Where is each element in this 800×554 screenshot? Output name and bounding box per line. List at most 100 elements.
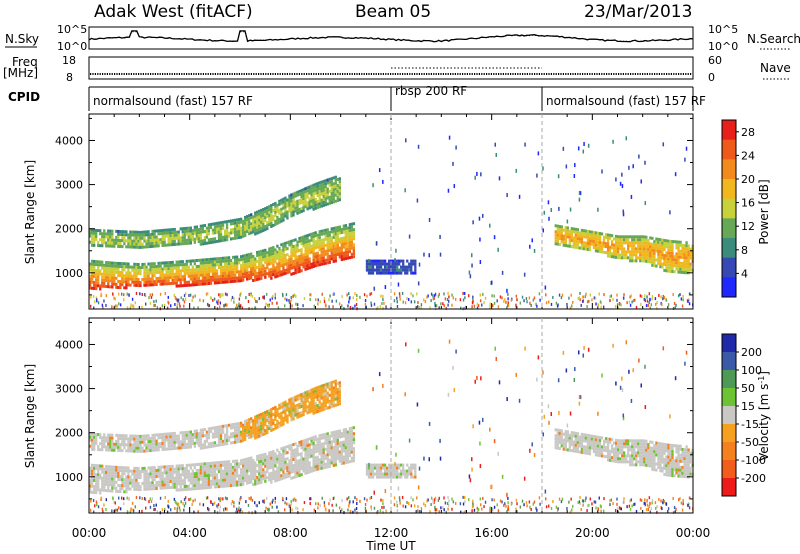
ground-scatter-power — [115, 304, 117, 308]
power-cell-upper_band — [326, 196, 329, 200]
ground-scatter-power — [434, 304, 436, 308]
ground-scatter-power — [251, 294, 254, 298]
ground-scatter-power — [303, 297, 306, 301]
power-cell-upper_band — [334, 175, 337, 179]
velocity-cell-upper_band — [201, 434, 205, 438]
power-cell-upper_band — [262, 225, 265, 229]
velocity-cell-main_band — [338, 432, 341, 436]
power-cell-main_band — [320, 259, 323, 263]
power-cell-main_band — [151, 262, 154, 266]
velocity-cell-upper_band — [304, 394, 307, 398]
power-cell-main_band — [334, 259, 337, 263]
power-cell-evening_band — [629, 235, 632, 239]
velocity-cell-upper_band — [193, 429, 197, 433]
power-cell-main_band — [320, 244, 323, 248]
power-cell-main_band — [157, 279, 160, 283]
power-cell-main_band — [268, 271, 271, 275]
power-cell-main_band — [195, 280, 199, 284]
power-cell-evening_band — [677, 261, 680, 265]
velocity-cell-main_band — [320, 433, 323, 437]
ground-scatter-power — [432, 294, 434, 298]
power-cell-main_band — [342, 257, 345, 261]
velocity-cell-main_band — [181, 473, 184, 477]
velocity-cell-upper_band — [278, 424, 281, 428]
ground-scatter-power — [451, 303, 453, 307]
velocity-cell-main_band — [135, 475, 138, 479]
velocity-cell-main_band — [195, 481, 199, 485]
velocity-cell-main_band — [272, 459, 275, 463]
power-cell-main_band — [298, 257, 301, 261]
velocity-cell-main_band — [159, 480, 162, 484]
ground-scatter-power — [132, 304, 134, 308]
power-cell-upper_band — [115, 235, 118, 239]
velocity-cell-upper_band — [262, 417, 265, 421]
power-cell-main_band — [195, 268, 199, 272]
power-cell-evening_band — [661, 265, 664, 269]
power-cell-evening_band — [635, 247, 638, 251]
power-cell-upper_band — [143, 233, 146, 237]
power-cell-upper_band — [147, 242, 150, 246]
power-cell-upper_band — [133, 239, 136, 243]
power-cell-main_band — [256, 265, 259, 269]
power-cell-main_band — [163, 282, 166, 286]
velocity-cell-upper_band — [213, 441, 217, 445]
velocity-cell-upper_band — [109, 436, 112, 440]
velocity-cell-main_band — [246, 472, 249, 476]
power-cell-main_band — [326, 234, 329, 238]
velocity-cell-main_band — [93, 469, 96, 473]
power-cell-main_band — [326, 237, 329, 241]
power-cell-main_band — [117, 285, 120, 289]
power-cell-upper_band — [330, 180, 333, 184]
velocity-cell-main_band — [256, 475, 259, 479]
velocity-cell-main_band — [318, 452, 321, 456]
ground-scatter-power — [285, 293, 288, 297]
power-cell-main_band — [350, 231, 354, 235]
power-cell-noon_patch — [396, 262, 399, 266]
power-cell-upper_band — [145, 230, 148, 234]
ground-scatter-power — [123, 293, 125, 297]
power-cell-main_band — [272, 252, 275, 256]
power-cell-evening_band — [633, 238, 636, 242]
velocity-cell-main_band — [165, 486, 168, 490]
velocity-cell-main_band — [195, 478, 199, 482]
ground-scatter-power — [644, 299, 647, 303]
power-cell-main_band — [183, 263, 186, 267]
power-cell-upper_band — [304, 190, 307, 194]
power-cell-main_band — [324, 237, 327, 241]
power-cell-upper_band — [187, 229, 190, 233]
power-cell-main_band — [246, 268, 249, 272]
velocity-cell-upper_band — [211, 426, 215, 430]
ground-scatter-power — [119, 303, 122, 307]
power-cell-main_band — [203, 270, 207, 274]
velocity-cell-upper_band — [91, 447, 94, 451]
power-cell-upper_band — [300, 195, 303, 198]
velocity-cell-main_band — [268, 466, 271, 470]
velocity-cell-main_band — [135, 478, 138, 482]
nave-tick-high: 60 — [708, 54, 722, 67]
ground-scatter-power — [235, 303, 238, 307]
velocity-cell-main_band — [235, 480, 239, 484]
power-cell-main_band — [258, 250, 261, 254]
power-cell-main_band — [157, 276, 160, 280]
power-cell-main_band — [288, 240, 291, 244]
velocity-cell-main_band — [205, 465, 209, 469]
velocity-cell-upper_band — [278, 403, 281, 407]
power-cell-main_band — [109, 276, 112, 280]
velocity-cell-main_band — [352, 453, 356, 457]
power-cell-main_band — [123, 286, 126, 290]
power-cell-main_band — [105, 270, 108, 273]
velocity-cell-main_band — [318, 464, 321, 468]
ground-scatter-power — [629, 295, 631, 299]
velocity-cell-main_band — [111, 483, 114, 487]
power-cell-evening_band — [572, 230, 576, 234]
velocity-cell-main_band — [316, 446, 319, 450]
power-cell-main_band — [288, 270, 291, 274]
velocity-cell-upper_band — [121, 440, 124, 444]
power-cell-evening_band — [681, 270, 684, 274]
velocity-cell-main_band — [203, 468, 207, 472]
power-cell-upper_band — [250, 228, 253, 232]
power-cell-evening_band — [659, 259, 662, 263]
velocity-cell-main_band — [244, 464, 247, 468]
